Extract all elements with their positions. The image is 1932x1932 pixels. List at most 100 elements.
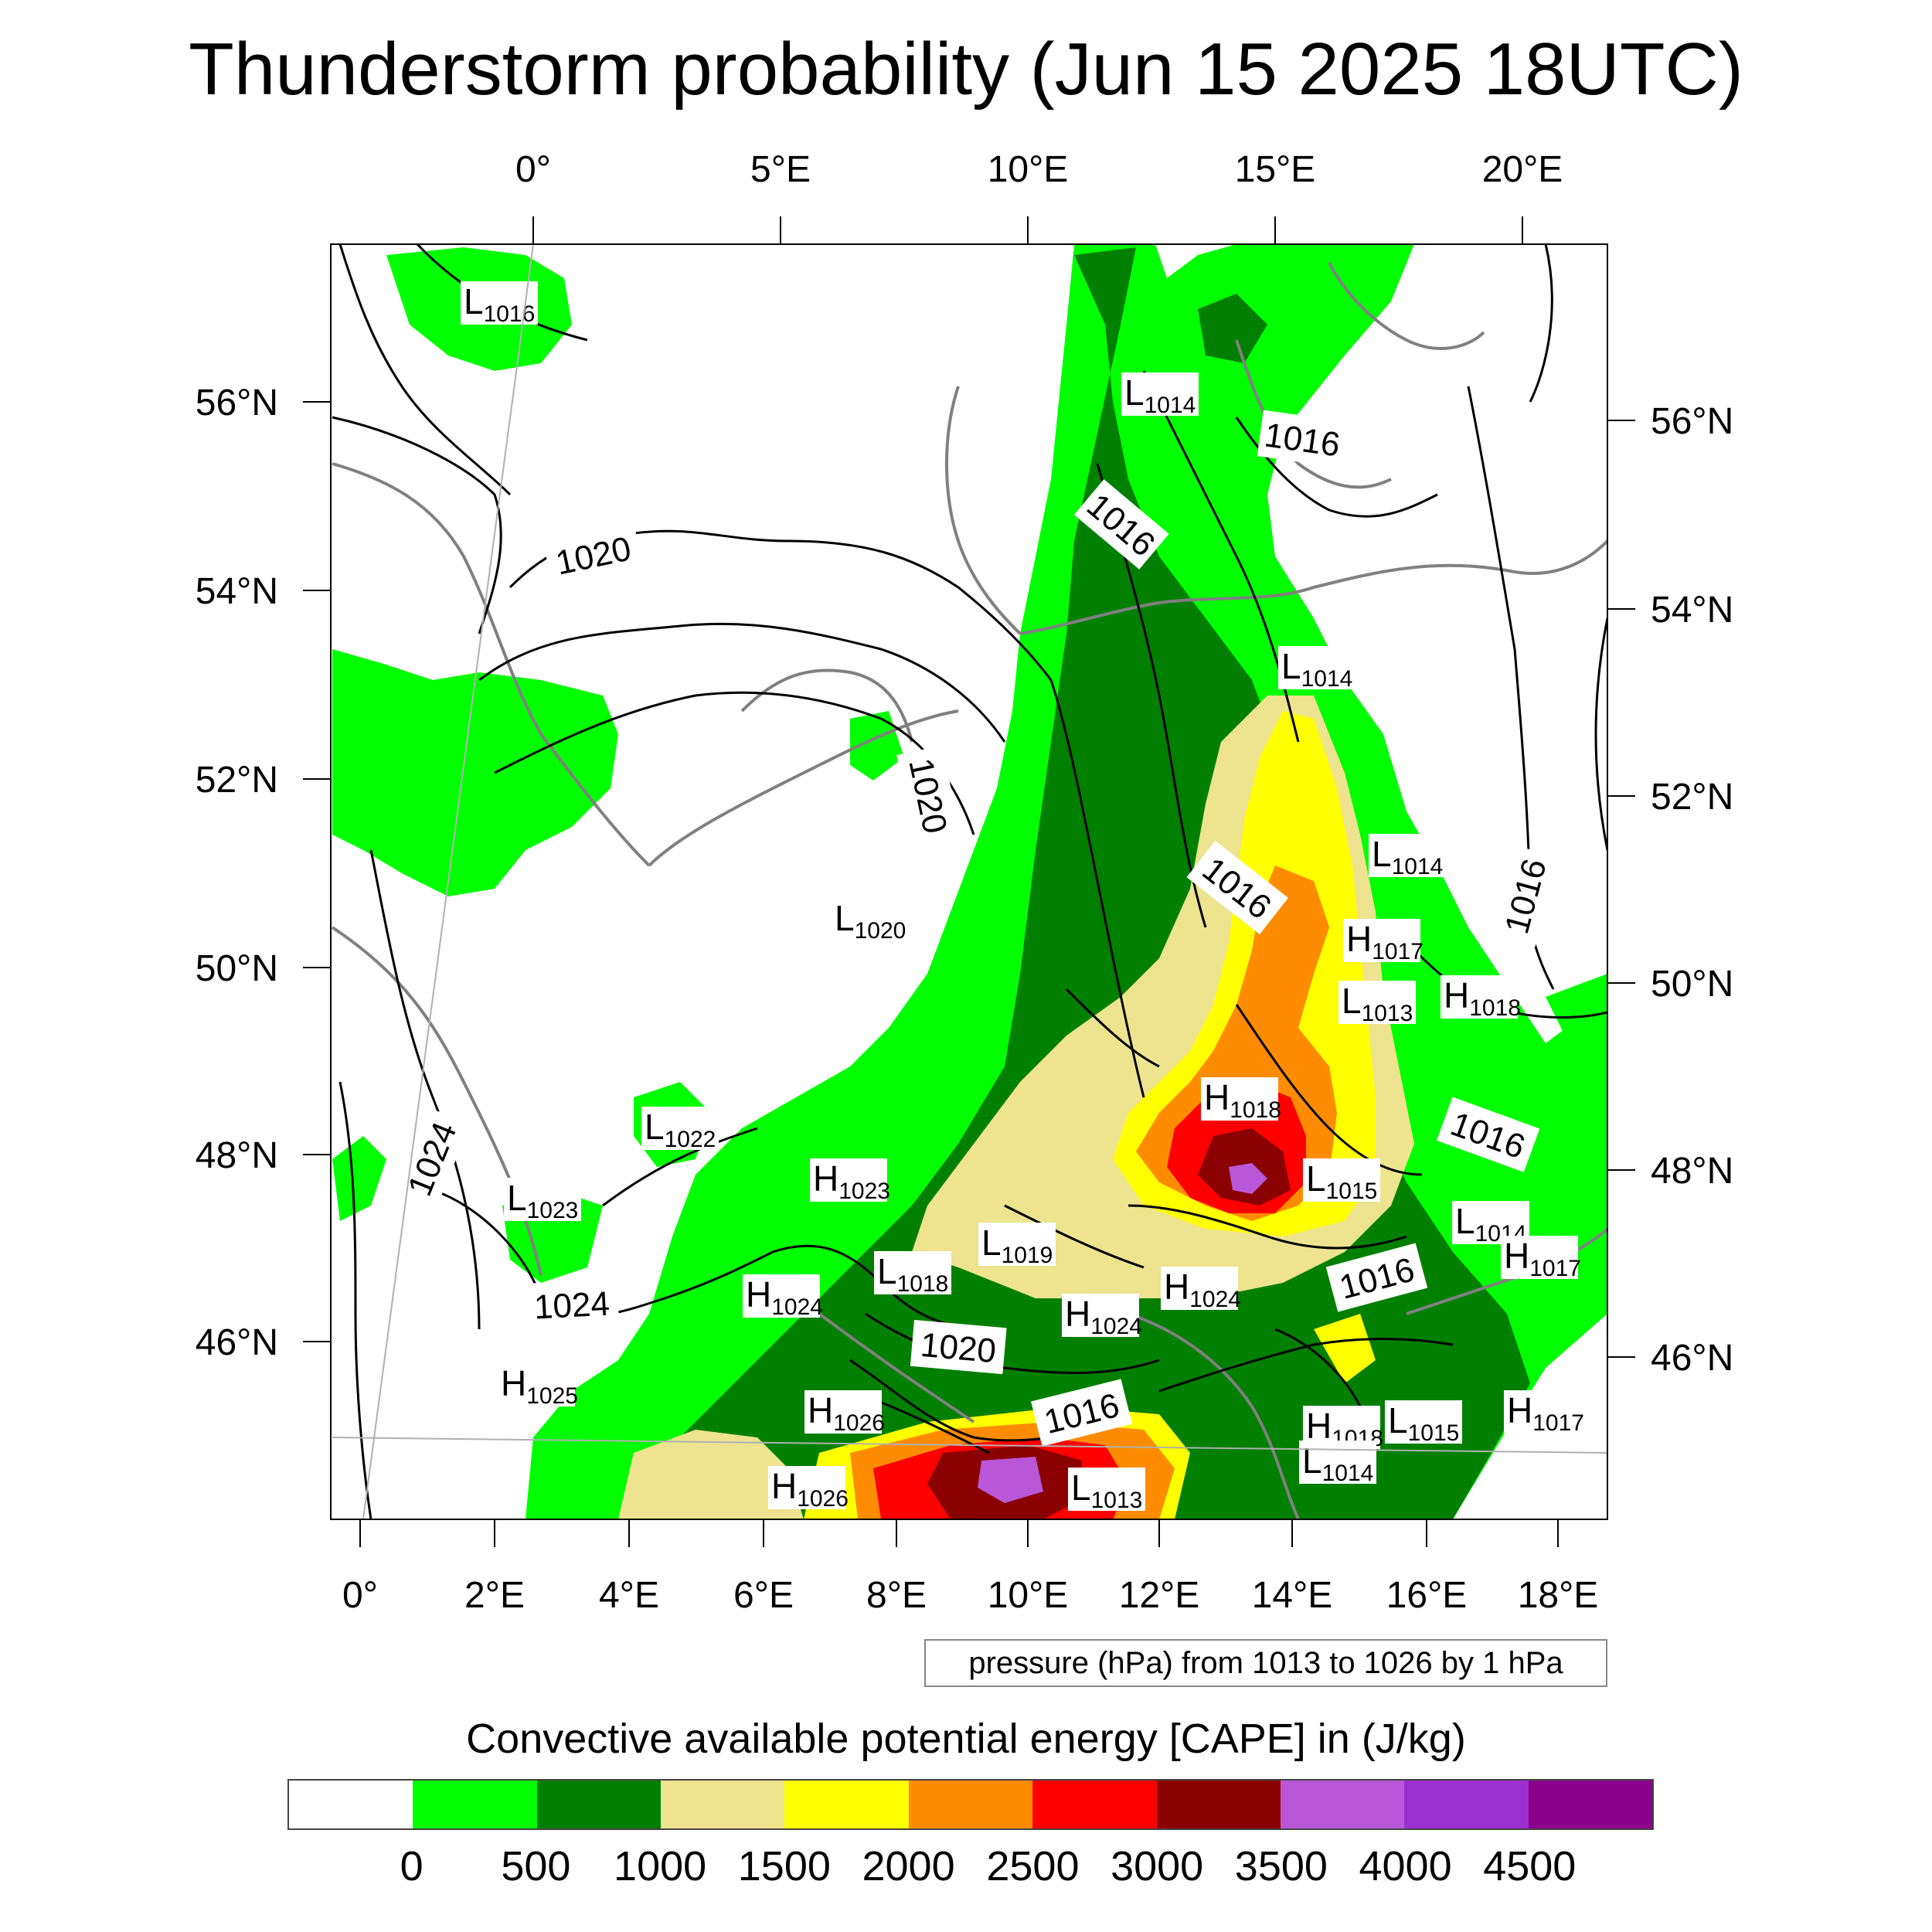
pressure-center: H1017 [1501, 1236, 1581, 1281]
svg-text:H1017: H1017 [1346, 919, 1423, 964]
axis-tick-label: 4°E [599, 1575, 659, 1616]
page-title: Thunderstorm probability (Jun 15 2025 18… [189, 28, 1743, 111]
colorbar-tick-labels: 0 500 1000 1500 2000 2500 3000 3500 4000… [287, 1843, 1654, 1889]
colorbar-tick-label: 4000 [1359, 1843, 1452, 1889]
svg-text:H1025: H1025 [501, 1363, 578, 1409]
pressure-center: L1018 [874, 1251, 951, 1297]
axis-tick-label: 14°E [1252, 1575, 1333, 1616]
svg-text:L1018: L1018 [877, 1251, 948, 1297]
pressure-contour-note: pressure (hPa) from 1013 to 1026 by 1 hP… [924, 1639, 1607, 1687]
colorbar-tick-label: 1500 [737, 1843, 831, 1889]
pressure-center: L1015 [1303, 1158, 1380, 1204]
colorbar-tick-label: 4500 [1483, 1843, 1577, 1889]
svg-text:H1023: H1023 [813, 1158, 890, 1204]
colorbar-tick-label: 1000 [614, 1843, 707, 1889]
svg-text:L1015: L1015 [1306, 1158, 1377, 1204]
pressure-center: L1014 [1452, 1201, 1529, 1247]
cape-fill-3500-4000 [978, 1163, 1267, 1503]
axis-tick-label: 52°N [196, 760, 278, 801]
svg-text:H1017: H1017 [1504, 1236, 1581, 1281]
svg-text:L1022: L1022 [645, 1107, 716, 1152]
svg-text:L1023: L1023 [507, 1178, 578, 1223]
pressure-center: L1015 [1385, 1400, 1462, 1446]
colorbar-swatch [413, 1781, 537, 1828]
colorbar-swatch [661, 1781, 785, 1828]
colorbar-swatch [1032, 1781, 1157, 1828]
isobar-label: 1020 [919, 1326, 998, 1370]
pressure-center: L1014 [1278, 646, 1355, 692]
colorbar-tick-label: 2500 [986, 1843, 1080, 1889]
svg-text:H1024: H1024 [1164, 1267, 1241, 1312]
map-frame [330, 243, 1608, 1520]
axis-tick-label: 16°E [1386, 1575, 1468, 1616]
svg-text:H1017: H1017 [1507, 1390, 1584, 1436]
axis-tick-label: 0° [342, 1575, 378, 1616]
svg-text:L1016: L1016 [464, 281, 535, 327]
axis-tick-label: 48°N [1651, 1151, 1733, 1192]
pressure-center: H1024 [743, 1274, 823, 1320]
pressure-center: L1013 [1068, 1468, 1145, 1513]
colorbar-swatch [1280, 1781, 1405, 1828]
pressure-center: H1018 [1440, 975, 1521, 1021]
axis-tick-label: 56°N [196, 383, 278, 423]
axis-tick-label: 46°N [196, 1322, 278, 1363]
left-latitude-labels: 56°N 54°N 52°N 50°N 48°N 46°N [196, 383, 278, 1363]
axis-tick-label: 52°N [1651, 777, 1733, 818]
colorbar-tick-label: 2000 [862, 1843, 955, 1889]
axis-tick-label: 15°E [1235, 149, 1316, 190]
axis-tick-label: 2°E [464, 1575, 525, 1616]
svg-text:H1024: H1024 [746, 1274, 823, 1320]
svg-text:L1014: L1014 [1124, 372, 1196, 418]
svg-text:L1015: L1015 [1388, 1400, 1459, 1446]
axis-ticks [303, 216, 1635, 1547]
pressure-center: L1022 [641, 1107, 719, 1152]
colorbar-swatch [1156, 1781, 1281, 1828]
svg-text:H1024: H1024 [1065, 1294, 1142, 1339]
svg-text:L1013: L1013 [1342, 981, 1413, 1026]
axis-tick-label: 54°N [1651, 590, 1733, 631]
pressure-center: L1013 [1338, 981, 1416, 1026]
svg-text:H1018: H1018 [1204, 1077, 1281, 1123]
colorbar-swatch [784, 1781, 909, 1828]
axis-tick-label: 48°N [196, 1135, 278, 1176]
top-longitude-labels: 0° 5°E 10°E 15°E 20°E [515, 149, 1563, 190]
svg-text:L1014: L1014 [1372, 834, 1443, 879]
axis-tick-label: 12°E [1119, 1575, 1200, 1616]
svg-text:L1014: L1014 [1302, 1440, 1373, 1486]
colorbar-swatch [1528, 1781, 1652, 1828]
bottom-longitude-labels: 0° 2°E 4°E 6°E 8°E 10°E 12°E 14°E 16°E 1… [342, 1575, 1598, 1616]
axis-tick-label: 18°E [1518, 1575, 1599, 1616]
axis-tick-label: 50°N [196, 948, 278, 989]
axis-tick-label: 5°E [750, 149, 811, 190]
isobar-label: 1024 [533, 1284, 611, 1326]
axis-tick-label: 50°N [1651, 964, 1733, 1005]
pressure-center: L1014 [1299, 1440, 1376, 1486]
pressure-center: H1023 [810, 1158, 890, 1204]
pressure-center: H1024 [1161, 1267, 1241, 1312]
cape-colorbar [287, 1779, 1654, 1830]
pressure-center: H1026 [768, 1466, 849, 1512]
pressure-center: H1025 [498, 1363, 578, 1409]
pressure-center: L1023 [504, 1178, 581, 1223]
axis-tick-label: 54°N [196, 571, 278, 612]
pressure-center: L1020 [832, 898, 909, 944]
pressure-center: H1017 [1343, 919, 1423, 964]
coastlines [331, 262, 1607, 1519]
svg-text:L1019: L1019 [981, 1223, 1053, 1268]
colorbar-swatch [289, 1781, 413, 1828]
colorbar-title: Convective available potential energy [C… [466, 1716, 1466, 1762]
svg-text:L1014: L1014 [1281, 646, 1352, 692]
pressure-center: L1014 [1369, 834, 1446, 879]
pressure-center: H1018 [1201, 1077, 1281, 1123]
map-plot-area: 1016 1016 1020 1020 1016 1016 [331, 244, 1607, 1519]
svg-text:H1026: H1026 [808, 1390, 885, 1436]
graticule [332, 244, 1607, 1519]
colorbar-tick-label: 500 [501, 1843, 571, 1889]
axis-tick-label: 56°N [1651, 401, 1733, 442]
colorbar-tick-label: 3500 [1234, 1843, 1328, 1889]
colorbar-tick-label: 3000 [1111, 1843, 1204, 1889]
svg-text:H1026: H1026 [771, 1466, 849, 1512]
axis-tick-label: 20°E [1482, 149, 1563, 190]
pressure-center: H1024 [1062, 1294, 1142, 1339]
